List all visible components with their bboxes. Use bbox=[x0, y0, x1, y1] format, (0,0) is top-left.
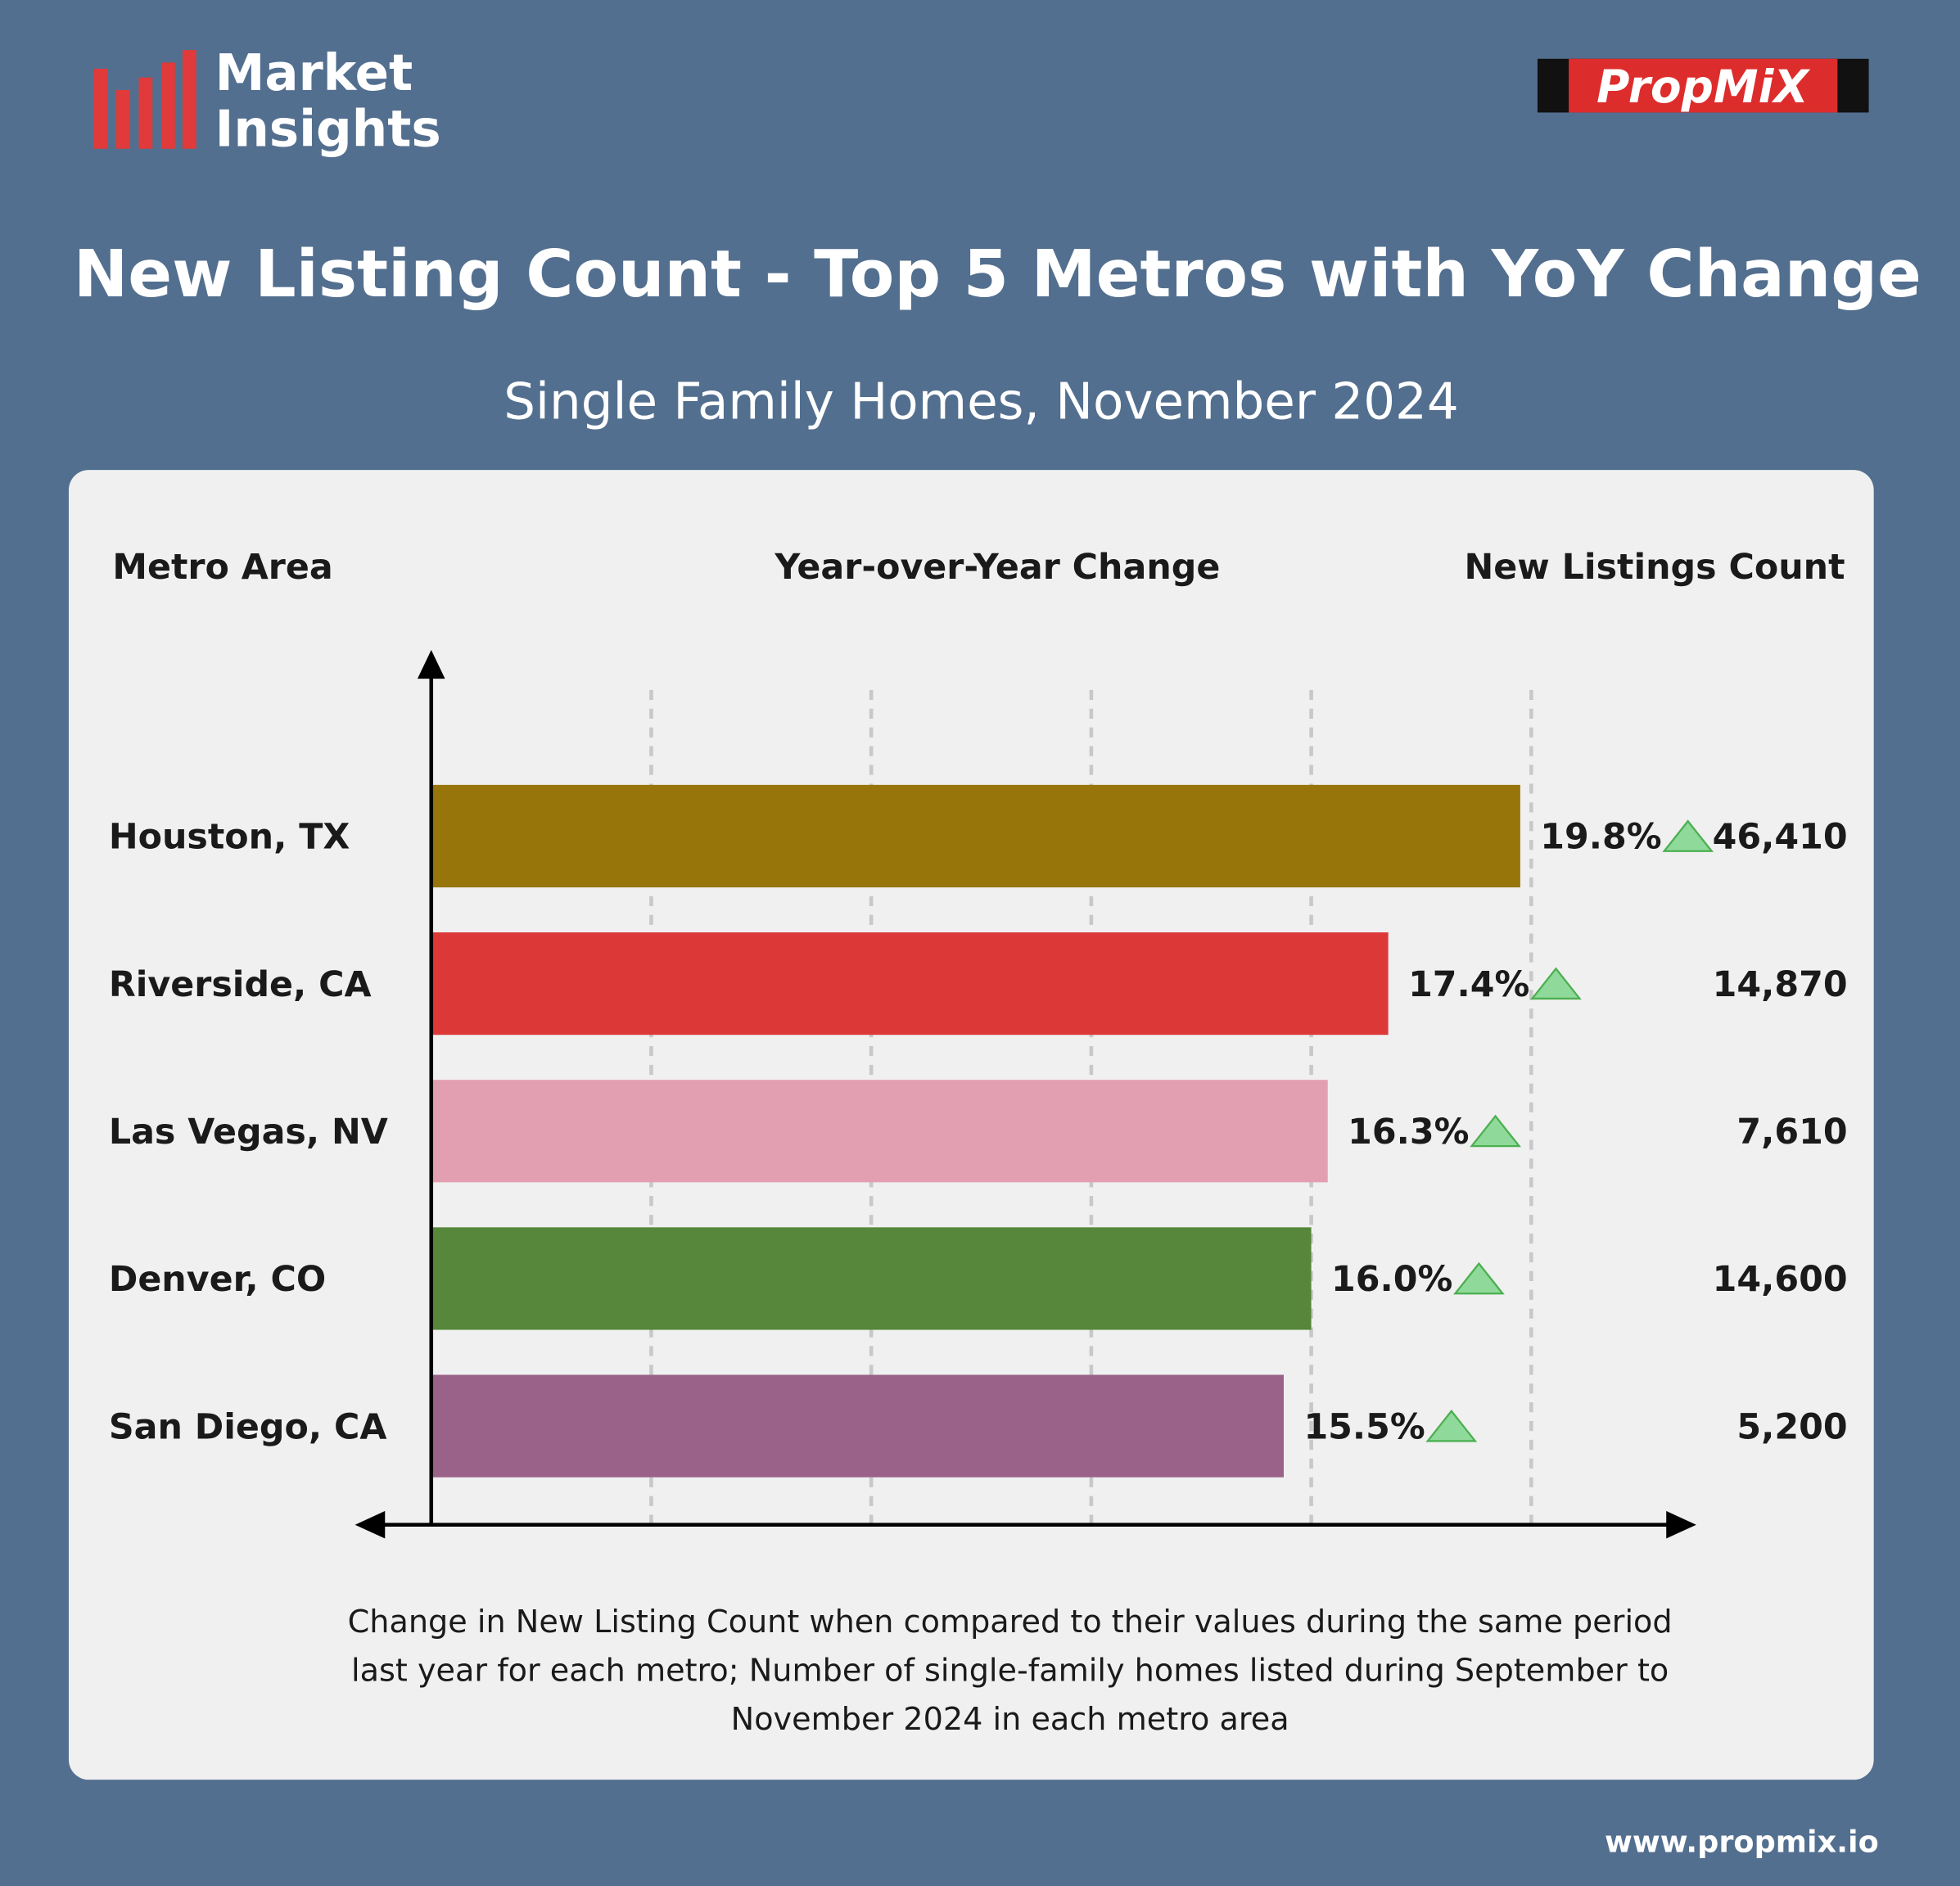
count-label: 7,610 bbox=[1736, 1112, 1847, 1153]
note-line: last year for each metro; Number of sing… bbox=[351, 1653, 1669, 1689]
bar bbox=[431, 784, 1520, 888]
up-indicator bbox=[1470, 1114, 1521, 1148]
note: Change in New Listing Count when compare… bbox=[348, 1604, 1673, 1737]
category-label: Denver, CO bbox=[109, 1259, 326, 1300]
up-indicator bbox=[1530, 967, 1582, 1000]
plot: Houston, TX 19.8% 46,410 Riverside, CA 17.4%… bbox=[109, 689, 1848, 1525]
propmix-logo-red bbox=[1569, 58, 1838, 113]
chart-title: New Listing Count - Top 5 Metros with Yo… bbox=[74, 236, 1922, 312]
count-label: 5,200 bbox=[1736, 1406, 1847, 1447]
bar bbox=[431, 1080, 1328, 1183]
value-label: 15.5% bbox=[1303, 1406, 1425, 1447]
bar bbox=[431, 932, 1389, 1035]
note-line: Change in New Listing Count when compare… bbox=[348, 1604, 1673, 1640]
count-label: 14,870 bbox=[1713, 964, 1848, 1005]
category-label: Las Vegas, NV bbox=[109, 1112, 388, 1153]
bar bbox=[431, 1227, 1312, 1330]
up-indicator bbox=[1662, 819, 1714, 852]
note-line: November 2024 in each metro area bbox=[731, 1701, 1289, 1737]
up-indicator bbox=[1425, 1409, 1478, 1442]
column-header: Metro Area bbox=[112, 547, 332, 588]
category-label: San Diego, CA bbox=[109, 1406, 387, 1447]
brand-name: Market bbox=[215, 44, 413, 102]
y-axis-arrow bbox=[417, 649, 445, 679]
website: www.propmix.io bbox=[1605, 1825, 1879, 1860]
value-label: 19.8% bbox=[1540, 817, 1661, 858]
count-label: 14,600 bbox=[1713, 1259, 1848, 1300]
value-label: 16.3% bbox=[1348, 1112, 1469, 1153]
bar bbox=[431, 1374, 1285, 1478]
value-label: 17.4% bbox=[1408, 964, 1529, 1005]
market-logo-icon bbox=[93, 50, 196, 149]
chart-subtitle: Single Family Homes, November 2024 bbox=[504, 373, 1458, 431]
brand-name: Insights bbox=[215, 101, 441, 159]
x-axis-arrow bbox=[1666, 1510, 1696, 1539]
column-header: Year-over-Year Change bbox=[774, 547, 1220, 588]
propmix-logo: PropMiX bbox=[1596, 61, 1810, 113]
category-label: Riverside, CA bbox=[109, 964, 372, 1005]
value-label: 16.0% bbox=[1331, 1259, 1452, 1300]
x-axis-arrow bbox=[355, 1510, 386, 1539]
up-indicator bbox=[1453, 1261, 1505, 1295]
column-header: New Listings Count bbox=[1465, 547, 1845, 588]
category-label: Houston, TX bbox=[109, 817, 350, 858]
count-label: 46,410 bbox=[1713, 817, 1848, 858]
